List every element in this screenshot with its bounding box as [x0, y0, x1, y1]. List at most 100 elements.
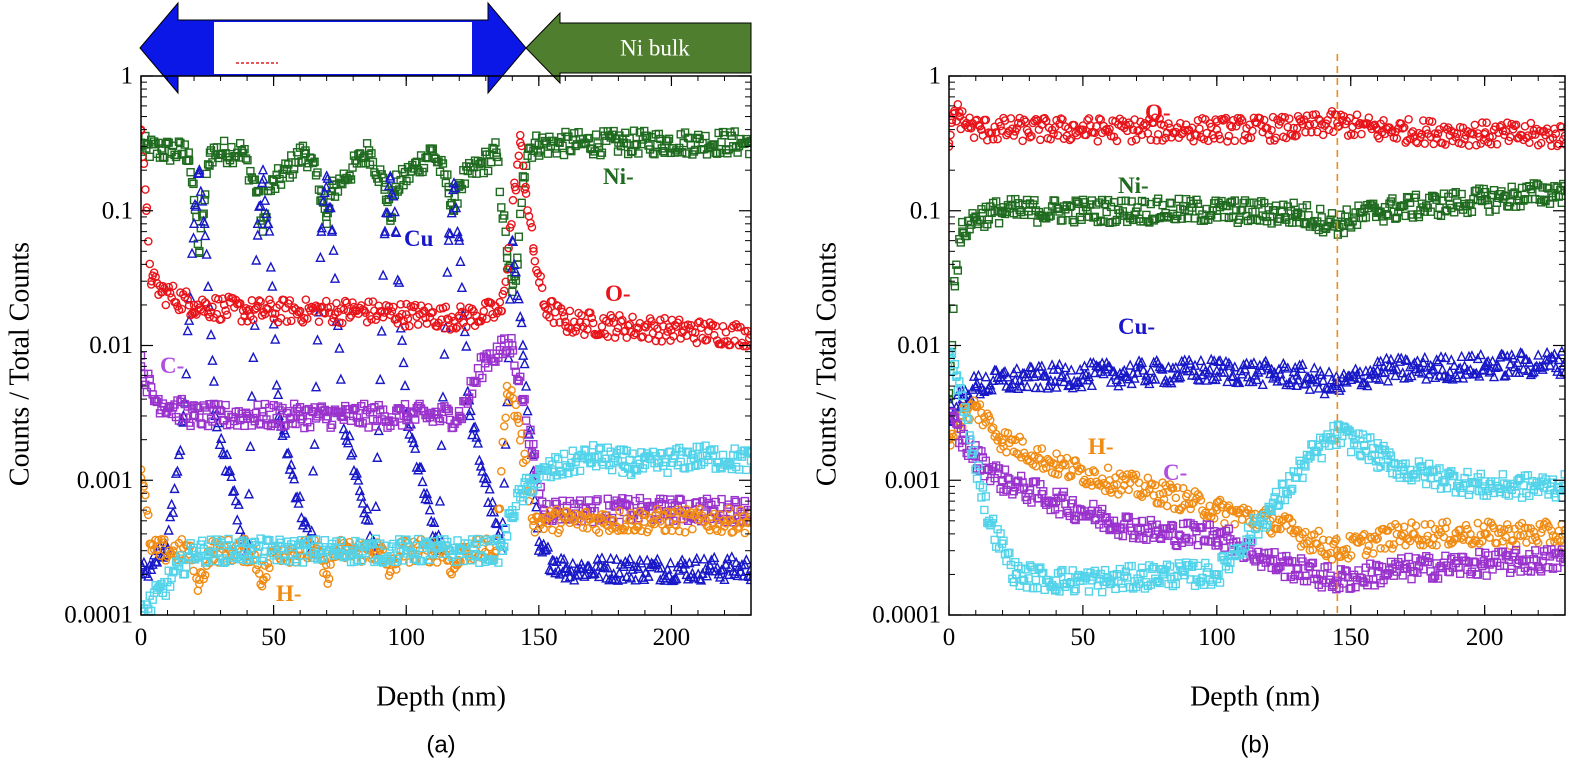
data-point [731, 556, 742, 568]
data-point [1041, 370, 1052, 381]
data-point [235, 139, 245, 148]
data-point [478, 158, 487, 167]
data-point [218, 294, 227, 304]
data-point [983, 465, 992, 475]
series-layer-b [949, 100, 1565, 597]
data-point [730, 127, 739, 136]
data-point [243, 155, 252, 165]
data-point [518, 397, 528, 407]
data-point [1245, 358, 1257, 369]
data-point [200, 229, 211, 241]
data-point [197, 195, 208, 206]
data-point [1021, 380, 1033, 392]
data-point [295, 306, 305, 316]
data-point [1225, 359, 1236, 370]
data-point [1480, 128, 1490, 137]
data-point [373, 416, 382, 426]
data-point [411, 549, 420, 559]
data-point [517, 141, 527, 151]
data-point [558, 553, 570, 564]
data-point [1411, 137, 1421, 147]
data-point [1460, 531, 1469, 541]
data-point [254, 200, 265, 211]
data-point [249, 319, 260, 330]
data-point [301, 295, 311, 304]
data-point [272, 555, 281, 565]
data-point [1368, 549, 1378, 558]
data-point [1109, 516, 1119, 526]
data-point [1526, 567, 1536, 576]
data-point [721, 327, 731, 337]
data-point [223, 465, 234, 477]
data-point [1089, 466, 1098, 475]
data-point [542, 499, 551, 509]
data-point [1366, 559, 1375, 568]
data-point [1463, 208, 1472, 218]
data-point [1093, 137, 1103, 146]
data-point [1454, 563, 1463, 572]
data-point [980, 371, 991, 382]
data-point [245, 440, 256, 452]
data-point [638, 332, 648, 341]
data-point [389, 302, 398, 312]
data-point [1392, 213, 1402, 222]
data-point [385, 170, 396, 181]
data-point [1148, 520, 1157, 530]
data-point [473, 534, 483, 544]
data-point [1390, 369, 1401, 381]
data-point [656, 561, 667, 573]
data-point [1297, 358, 1308, 369]
data-point [1089, 499, 1098, 509]
data-point [527, 222, 537, 232]
data-point [1230, 196, 1239, 205]
data-point [1055, 510, 1064, 519]
data-point [141, 482, 149, 491]
data-point [501, 524, 510, 533]
data-point [570, 129, 579, 138]
data-point [494, 306, 503, 316]
data-point [1492, 139, 1502, 149]
data-point [684, 557, 695, 568]
data-point [1039, 487, 1048, 496]
data-point [1502, 118, 1512, 128]
data-point [1019, 483, 1029, 492]
data-point [642, 554, 653, 565]
data-point [977, 125, 986, 134]
data-point [1214, 541, 1223, 550]
data-point [726, 460, 735, 469]
data-point [481, 472, 492, 484]
data-point [351, 536, 360, 546]
data-point [1222, 375, 1233, 387]
data-point [221, 557, 230, 566]
series-label-a-c: C- [160, 353, 184, 378]
data-point [981, 456, 991, 465]
data-point [202, 556, 211, 566]
data-point [521, 416, 531, 425]
data-point [966, 123, 976, 133]
data-point [1302, 201, 1312, 210]
data-point [319, 568, 328, 578]
data-point [549, 318, 559, 328]
data-point [194, 167, 205, 178]
data-point [244, 555, 254, 565]
data-point [1510, 121, 1519, 131]
data-point [994, 464, 1004, 473]
data-point [1248, 126, 1257, 136]
data-point [165, 582, 175, 591]
data-point [565, 496, 575, 506]
data-point [677, 148, 687, 157]
data-point [1485, 364, 1497, 375]
data-point [1166, 377, 1177, 388]
data-point [1178, 483, 1188, 493]
data-point [142, 387, 152, 397]
data-point [504, 243, 513, 253]
data-point [221, 448, 233, 459]
data-point [1162, 501, 1172, 511]
data-point [1488, 371, 1500, 382]
data-point [1215, 134, 1225, 144]
data-point [610, 333, 620, 342]
data-point [701, 131, 710, 141]
data-point [434, 495, 446, 506]
data-point [482, 535, 491, 544]
data-point [272, 413, 281, 423]
